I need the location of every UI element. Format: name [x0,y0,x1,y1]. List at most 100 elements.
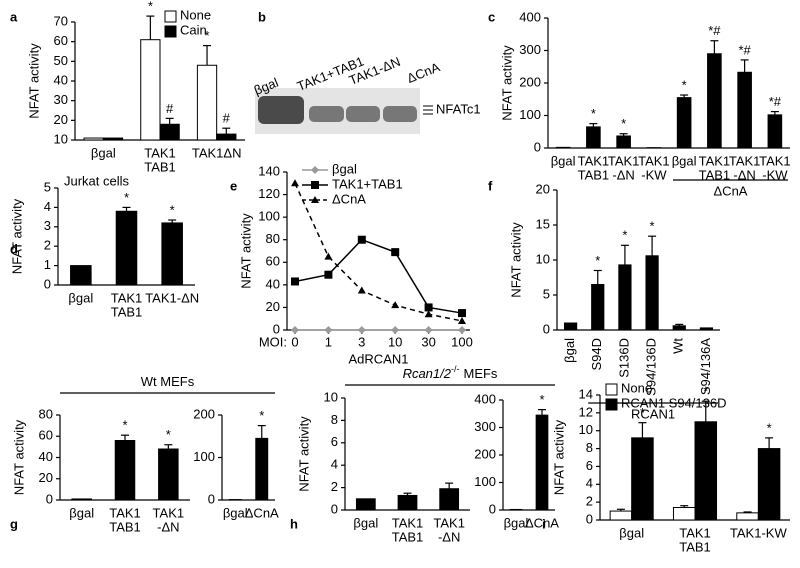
bar [645,255,659,331]
point [391,301,400,309]
point [391,326,400,334]
y-tick-label: 1 [44,257,51,272]
y-tick-label: 2 [44,238,51,253]
significance-marker: * [122,418,127,433]
bar [591,284,605,331]
bar [618,264,632,331]
bar [255,437,269,501]
y-tick-label: 6 [331,434,338,449]
bar [736,512,759,521]
point [424,326,433,334]
significance-marker: * [205,28,210,43]
bar [535,414,549,511]
x-tick-label: TAK1 [578,153,610,168]
annotation: Jurkat cells [64,173,130,188]
x-axis-label: AdRCAN1 [349,351,409,366]
bar [70,265,92,286]
header-suffix: MEFs [463,366,497,381]
y-axis-label: NFAT activity [499,45,514,121]
x-tick-label: 30 [421,334,435,349]
panel-letter: g [10,516,18,531]
header-text: Rcan1/2 [403,366,452,381]
x-tick-label: βgal [504,515,529,530]
y-tick-label: 40 [266,276,280,291]
significance-marker: * [539,392,544,407]
bar [616,135,631,149]
point [357,235,366,244]
point [311,166,319,174]
point [357,326,366,334]
significance-marker: * [703,384,708,399]
x-tick-label: TAB1 [578,167,610,182]
y-tick-label: 10 [579,422,593,437]
blot-band [258,96,304,124]
y-tick-label: 100 [519,107,541,122]
y-tick-label: 80 [266,231,280,246]
y-tick-label: 10 [54,131,68,146]
header-superscript: -/- [451,364,460,374]
y-tick-label: 12 [579,404,593,419]
panel-letter: i [542,516,546,531]
y-axis-label: NFAT activity [551,419,566,495]
x-tick-label: TAK1 [392,515,424,530]
x-tick-label: TAK1 [699,153,731,168]
panel-letter: a [10,9,18,24]
bar [102,137,124,141]
y-tick-label: 300 [474,419,496,434]
bar [397,494,418,511]
point [424,303,433,312]
significance-marker: *# [738,42,751,57]
bar [159,123,180,141]
y-tick-label: 10 [324,389,338,404]
bar [555,146,571,149]
y-tick-label: 200 [519,74,541,89]
x-tick-label: 0 [291,334,298,349]
x-tick-label: TAK1 [759,153,791,168]
legend-swatch [605,383,618,396]
y-tick-label: 100 [193,449,215,464]
significance-marker: * [621,116,626,131]
y-tick-label: 0 [331,501,338,516]
bar [563,322,578,331]
bar [694,421,718,521]
y-tick-label: 400 [519,9,541,24]
bar [631,437,654,521]
legend-label: βgal [332,161,357,176]
x-tick-label: βgal [551,153,576,168]
x-label-prefix: MOI: [259,334,287,349]
y-tick-label: 40 [54,72,68,87]
x-tick-label: -ΔN [157,519,179,534]
x-tick-label: βgal [69,505,94,520]
x-tick-label: βgal [223,505,248,520]
bar [196,64,218,141]
significance-marker: * [124,190,129,205]
x-tick-label: βgal [619,525,644,540]
y-axis-label: NFAT activity [296,416,311,492]
point [458,326,466,334]
bar [115,210,138,286]
bar [439,488,460,511]
x-tick-label: TAK1-ΔN [145,290,199,305]
x-tick-label: ΔCnA [525,515,559,530]
point [424,310,433,318]
x-tick-label: TAK1 [153,505,185,520]
point [357,286,366,294]
point [291,179,299,187]
x-tick-label: -KW [762,167,788,182]
y-tick-label: 8 [586,440,593,455]
x-tick-label: TAK1 [608,153,640,168]
bar [509,508,523,511]
y-tick-label: 8 [331,412,338,427]
y-tick-label: 0 [489,501,496,516]
y-axis-label: NFAT activity [9,198,24,274]
bar [676,97,692,149]
x-tick-label: -ΔN [733,167,755,182]
x-tick-label: -ΔN [612,167,634,182]
significance-marker: *# [769,94,782,109]
y-tick-label: 100 [474,474,496,489]
x-tick-label: TAK1 [679,525,711,540]
x-tick-label: TAB1 [109,519,141,534]
y-tick-label: 100 [258,209,280,224]
significance-marker: * [259,408,264,423]
x-tick-label: TAK1 [433,515,465,530]
